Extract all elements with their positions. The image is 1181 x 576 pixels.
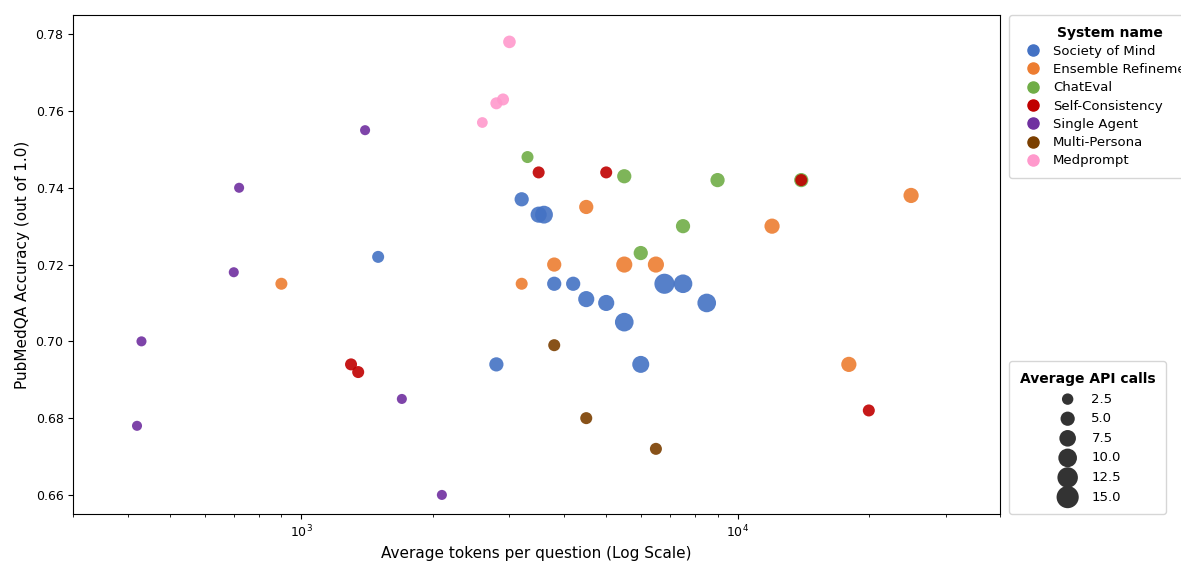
Point	[535, 210, 554, 219]
Point	[576, 202, 595, 211]
Point	[615, 260, 634, 269]
Legend: 2.5, 5.0, 7.5, 10.0, 12.5, 15.0: 2.5, 5.0, 7.5, 10.0, 12.5, 15.0	[1010, 361, 1166, 514]
Point	[596, 168, 615, 177]
Point	[563, 279, 582, 289]
Point	[673, 222, 692, 231]
Point	[673, 279, 692, 289]
Point	[487, 360, 505, 369]
Point	[655, 279, 674, 289]
Point	[632, 360, 651, 369]
Point	[646, 444, 665, 453]
Point	[272, 279, 291, 289]
Point	[487, 98, 505, 108]
Point	[128, 421, 146, 430]
Y-axis label: PubMedQA Accuracy (out of 1.0): PubMedQA Accuracy (out of 1.0)	[15, 141, 30, 389]
Point	[544, 340, 563, 350]
Point	[472, 118, 491, 127]
Point	[500, 37, 518, 47]
Point	[224, 268, 243, 277]
Point	[791, 176, 810, 185]
Point	[513, 279, 531, 289]
Point	[355, 126, 374, 135]
Point	[348, 367, 367, 377]
Point	[132, 337, 151, 346]
X-axis label: Average tokens per question (Log Scale): Average tokens per question (Log Scale)	[381, 546, 692, 561]
Point	[901, 191, 920, 200]
Point	[709, 176, 727, 185]
Point	[432, 490, 451, 499]
Point	[596, 298, 615, 308]
Point	[632, 248, 651, 257]
Point	[494, 95, 513, 104]
Point	[513, 195, 531, 204]
Point	[392, 395, 411, 404]
Point	[529, 210, 548, 219]
Point	[229, 183, 248, 192]
Point	[544, 279, 563, 289]
Point	[529, 168, 548, 177]
Point	[697, 298, 716, 308]
Point	[791, 176, 810, 185]
Point	[544, 260, 563, 269]
Point	[615, 317, 634, 327]
Point	[368, 252, 387, 262]
Point	[840, 360, 859, 369]
Point	[646, 260, 665, 269]
Point	[576, 294, 595, 304]
Point	[341, 360, 360, 369]
Point	[763, 222, 782, 231]
Point	[860, 406, 879, 415]
Point	[576, 414, 595, 423]
Point	[615, 172, 634, 181]
Point	[518, 153, 537, 162]
